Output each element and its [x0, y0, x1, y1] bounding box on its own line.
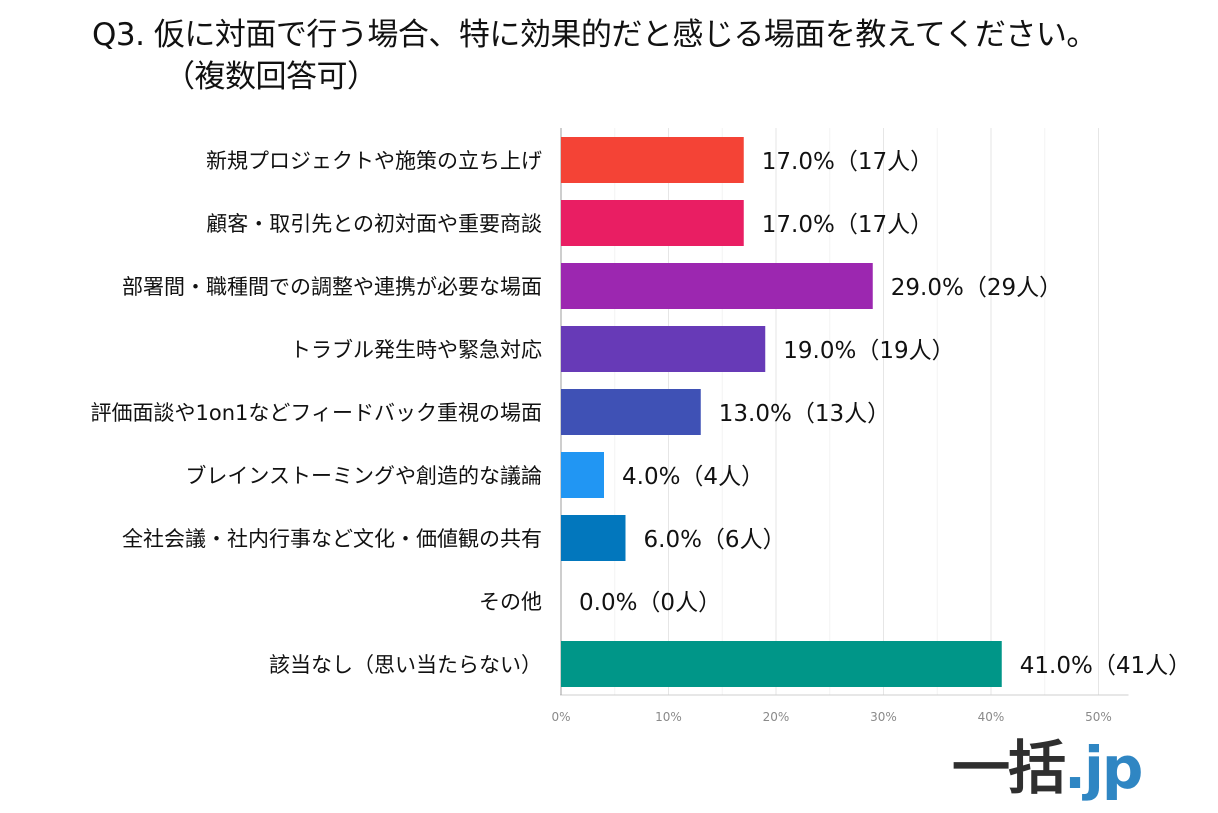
chart-title: Q3. 仮に対面で行う場合、特に効果的だと感じる場面を教えてください。 （複数回…	[92, 14, 1202, 98]
x-tick-label: 30%	[870, 710, 897, 724]
title-line-1: Q3. 仮に対面で行う場合、特に効果的だと感じる場面を教えてください。	[92, 17, 1097, 53]
logo-kanji: 一括	[952, 734, 1066, 802]
x-tick-label: 10%	[655, 710, 682, 724]
category-label: 新規プロジェクトや施策の立ち上げ	[206, 149, 542, 173]
x-axis-ticks: 0% 10% 20% 30% 40% 50%	[551, 710, 1111, 724]
category-label: トラブル発生時や緊急対応	[290, 338, 542, 362]
value-label: 29.0%（29人）	[891, 275, 1062, 301]
value-label: 41.0%（41人）	[1020, 653, 1191, 679]
title-line-2: （複数回答可）	[164, 59, 378, 95]
bar	[561, 641, 1002, 687]
value-label: 0.0%（0人）	[579, 590, 721, 616]
value-label: 13.0%（13人）	[719, 401, 890, 427]
value-label: 6.0%（6人）	[644, 527, 786, 553]
bar	[561, 389, 701, 435]
category-label: 該当なし（思い当たらない）	[269, 653, 542, 677]
value-label: 17.0%（17人）	[762, 149, 933, 175]
category-label: 全社会議・社内行事など文化・価値観の共有	[122, 527, 542, 551]
brand-logo: 一括.jp	[952, 734, 1143, 802]
category-label: その他	[479, 590, 542, 614]
x-tick-label: 20%	[763, 710, 790, 724]
value-label: 17.0%（17人）	[762, 212, 933, 238]
bar	[561, 263, 873, 309]
category-label: 部署間・職種間での調整や連携が必要な場面	[122, 275, 542, 299]
x-tick-label: 40%	[978, 710, 1005, 724]
logo-suffix: .jp	[1064, 734, 1143, 802]
value-label: 4.0%（4人）	[622, 464, 764, 490]
x-tick-label: 0%	[551, 710, 570, 724]
bar	[561, 200, 744, 246]
bar	[561, 326, 766, 372]
value-labels: 17.0%（17人） 17.0%（17人） 29.0%（29人） 19.0%（19人）…	[579, 149, 1191, 679]
category-label: ブレインストーミングや創造的な議論	[185, 464, 542, 488]
category-label: 顧客・取引先との初対面や重要商談	[206, 212, 542, 236]
bar	[561, 137, 744, 183]
category-labels: 新規プロジェクトや施策の立ち上げ顧客・取引先との初対面や重要商談部署間・職種間で…	[91, 149, 542, 677]
bar	[561, 515, 626, 561]
bars	[561, 137, 1002, 687]
bar	[561, 452, 604, 498]
value-label: 19.0%（19人）	[783, 338, 954, 364]
x-tick-label: 50%	[1085, 710, 1112, 724]
category-label: 評価面談や1on1などフィードバック重視の場面	[91, 401, 542, 425]
